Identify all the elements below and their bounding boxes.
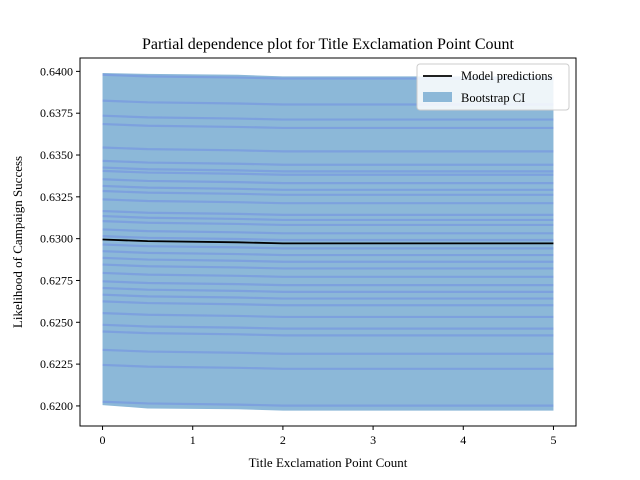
y-tick-label: 0.6375 bbox=[40, 106, 73, 120]
y-tick-label: 0.6200 bbox=[40, 399, 73, 413]
bootstrap-line bbox=[102, 184, 554, 191]
bootstrap-line bbox=[102, 169, 554, 176]
y-tick-label: 0.6225 bbox=[40, 357, 73, 371]
bootstrap-line bbox=[102, 99, 554, 106]
y-axis: 0.6200 0.6225 0.6250 0.6275 0.6300 0.6325 0.63… bbox=[40, 64, 80, 413]
y-tick-label: 0.6300 bbox=[40, 232, 73, 246]
bootstrap-line bbox=[102, 363, 554, 370]
x-tick-label: 5 bbox=[550, 433, 556, 447]
bootstrap-line bbox=[102, 286, 554, 293]
x-tick-label: 0 bbox=[100, 433, 106, 447]
bootstrap-line bbox=[102, 214, 554, 222]
x-tick-label: 4 bbox=[460, 433, 466, 447]
bootstrap-line bbox=[102, 256, 554, 263]
bootstrap-line bbox=[102, 300, 554, 307]
y-axis-label: Likelihood of Campaign Success bbox=[10, 156, 25, 328]
bootstrap-line bbox=[102, 114, 554, 121]
bootstrap-line bbox=[102, 400, 554, 407]
bootstrap-line bbox=[102, 219, 554, 227]
bootstrap-line bbox=[102, 330, 554, 337]
y-tick-label: 0.6275 bbox=[40, 273, 73, 287]
chart-title: Partial dependence plot for Title Exclam… bbox=[142, 36, 515, 53]
legend-model-predictions-label: Model predictions bbox=[461, 69, 552, 83]
legend-bootstrap-ci-label: Bootstrap CI bbox=[461, 91, 525, 105]
bootstrap-line bbox=[102, 209, 554, 216]
bootstrap-line bbox=[102, 250, 554, 257]
bootstrap-line bbox=[102, 311, 554, 319]
bootstrap-line bbox=[102, 280, 554, 287]
x-tick-label: 2 bbox=[280, 433, 286, 447]
bootstrap-line bbox=[102, 293, 554, 300]
y-tick-label: 0.6250 bbox=[40, 315, 73, 329]
legend-box bbox=[416, 63, 570, 111]
bootstrap-line bbox=[102, 348, 554, 355]
bootstrap-ci-band bbox=[102, 73, 554, 411]
bootstrap-line bbox=[102, 263, 554, 270]
bootstrap-line bbox=[102, 122, 554, 130]
bootstrap-line bbox=[102, 73, 554, 80]
y-tick-label: 0.6325 bbox=[40, 190, 73, 204]
bootstrap-line bbox=[102, 243, 554, 250]
y-tick-label: 0.6400 bbox=[40, 64, 73, 78]
bootstrap-line bbox=[102, 235, 554, 242]
bootstrap-line bbox=[102, 198, 554, 205]
bootstrap-line bbox=[102, 189, 554, 196]
bootstrap-line bbox=[102, 323, 554, 330]
bootstrap-line bbox=[102, 178, 554, 185]
axes-frame bbox=[79, 57, 577, 427]
y-tick-label: 0.6350 bbox=[40, 148, 73, 162]
x-tick-label: 1 bbox=[190, 433, 196, 447]
legend-bootstrap-ci-swatch bbox=[423, 92, 452, 102]
legend: Model predictions Bootstrap CI bbox=[416, 63, 570, 111]
model-predictions-line bbox=[102, 238, 554, 245]
bootstrap-line bbox=[102, 271, 554, 278]
bootstrap-line bbox=[102, 228, 554, 235]
x-tick-label: 3 bbox=[370, 433, 376, 447]
x-axis-label: Title Exclamation Point Count bbox=[249, 455, 408, 470]
bootstrap-line bbox=[102, 146, 554, 153]
plot-area bbox=[102, 73, 554, 411]
x-axis: 0 1 2 3 4 5 bbox=[100, 426, 556, 447]
bootstrap-line bbox=[102, 159, 554, 166]
bootstrap-line bbox=[102, 166, 554, 173]
